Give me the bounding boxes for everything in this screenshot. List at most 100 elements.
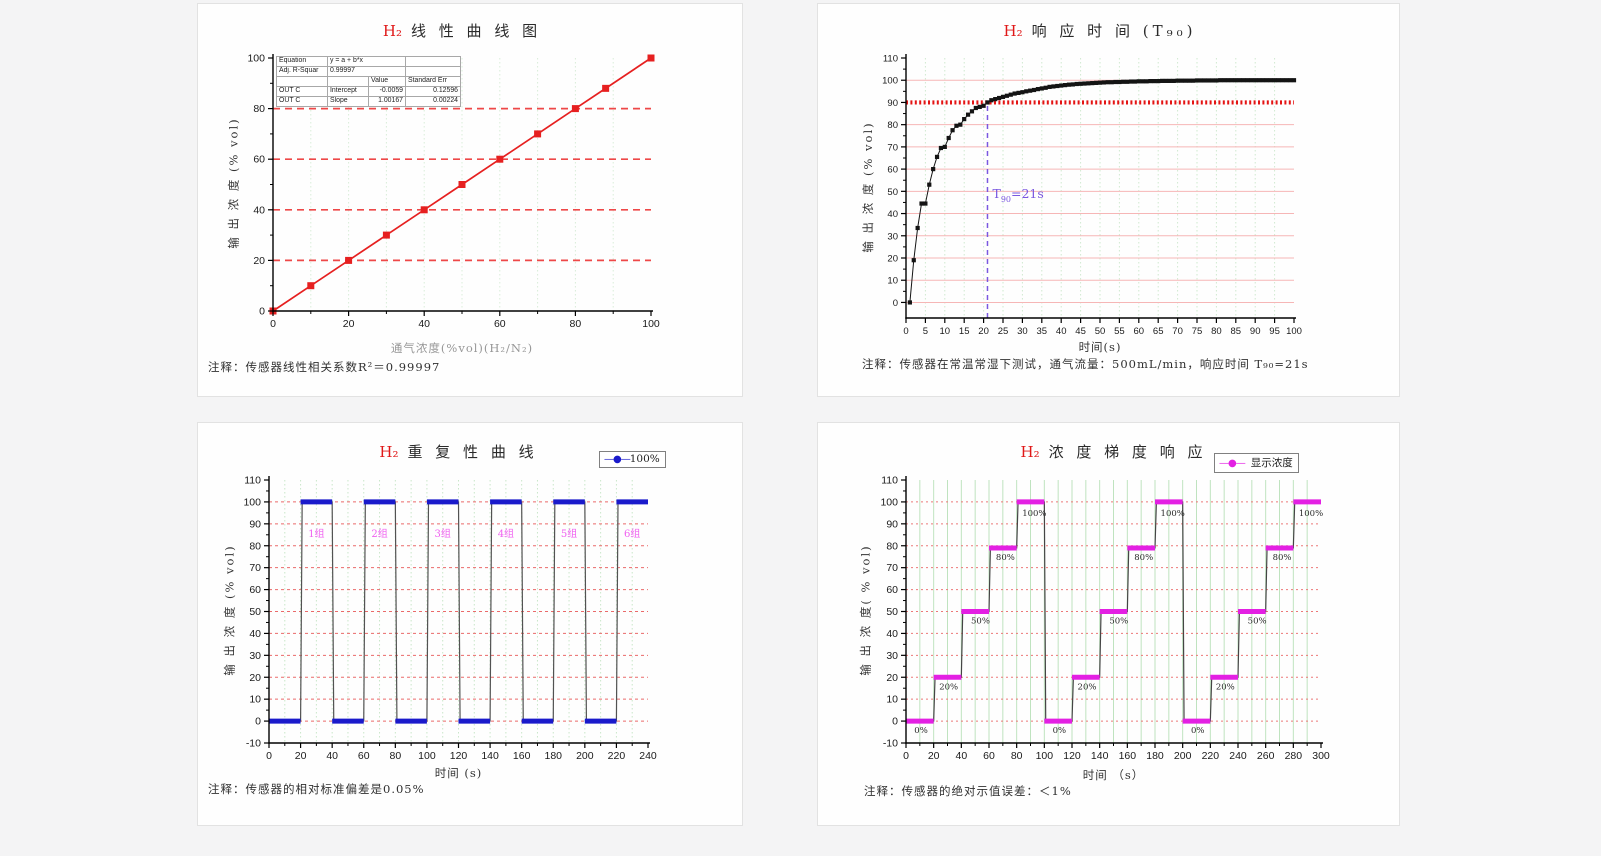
fit-table-cell [276,76,328,87]
x-tick-label: 100 [642,318,660,330]
x-tick-label: 240 [1229,750,1247,762]
series-marker [1039,86,1044,91]
series-marker [915,225,920,231]
fit-table-cell: Slope [327,96,369,107]
plot-label: 2组 [371,527,387,540]
series-marker [1245,78,1250,83]
series-marker [1156,79,1161,84]
series-marker [1121,79,1126,84]
x-tick-label: 40 [418,318,430,330]
series-marker [420,206,428,214]
x-tick-label: 20 [295,750,307,762]
series-marker [1284,78,1289,83]
series-marker [382,231,390,239]
series-marker [919,201,924,206]
y-tick-label: 100 [880,496,898,508]
fit-table-cell [405,56,461,67]
plot-label: 0% [1191,726,1205,736]
plot-label: 100% [1022,509,1046,519]
x-tick-label: 0 [270,318,276,330]
x-tick-label: 80 [1211,326,1222,337]
plot-label: 80% [996,553,1015,563]
series-marker [1012,91,1017,96]
y-tick-label: 30 [887,231,898,242]
series-marker [1086,81,1091,86]
x-tick-label: 140 [1091,750,1109,762]
series-marker [1008,92,1013,97]
y-tick-label: 70 [887,142,898,153]
plot-label: 100% [1161,509,1185,519]
series-marker [1028,88,1033,93]
x-tick-label: 240 [639,750,657,762]
repeatability-plot: 1组 2组 3组 4组 5组 6组0 20 40 60 80 100 120 140 160 180 200 2… [243,475,657,763]
series-marker [1004,93,1009,98]
y-tick-label: 90 [886,518,898,530]
x-tick-label: 120 [1063,750,1081,762]
series-marker [1229,78,1235,83]
y-tick-label: 10 [249,694,261,706]
y-tick-label: 90 [249,518,261,530]
series-marker [1191,78,1196,83]
series-marker [1210,78,1215,83]
series-marker [993,97,998,102]
y-tick-label: 20 [887,254,898,265]
plot-label: 0% [1053,726,1067,736]
x-tick-label: 70 [1172,326,1183,337]
x-tick-label: 45 [1075,326,1086,337]
plot-label: 4组 [498,527,514,540]
series-marker [1249,78,1254,83]
x-tick-label: 160 [1119,750,1137,762]
y-tick-label: 80 [887,120,898,131]
series-marker [1024,89,1029,94]
series-marker [1144,79,1149,84]
series-marker [962,117,967,122]
series-marker [1082,81,1087,86]
series-marker [973,105,978,111]
series-marker [931,167,936,172]
series-marker [1183,78,1188,83]
x-tick-label: 100 [1286,326,1302,337]
plot-label: 5组 [561,527,577,540]
series-marker [1125,79,1130,84]
series-marker [496,155,504,163]
x-tick-label: 40 [955,750,967,762]
y-tick-label: 50 [887,187,898,198]
y-tick-label: 110 [883,54,898,65]
title-text: 线 性 曲 线 图 [411,22,542,40]
x-tick-label: 80 [1011,750,1023,762]
legend-box: —●—100% [599,451,666,468]
x-axis-label: 时间 （s） [1082,768,1145,782]
fit-table-cell: Adj. R-Squar [276,66,328,77]
series-marker [1101,80,1106,85]
fit-table-cell: 0.12596 [405,86,461,97]
y-axis-label: 输 出 浓 度( % vol) [858,544,873,676]
series-marker [1175,78,1180,83]
plot-label: 20% [939,682,958,692]
plot-label: 6组 [624,527,640,540]
series-marker [1218,78,1223,83]
y-tick-label: 60 [886,584,898,596]
y-axis-label: 输 出 浓 度 (% vol) [861,121,875,253]
legend-line-marker: —●— [1219,458,1246,469]
x-tick-label: 100 [418,750,436,762]
series-marker [1206,78,1211,83]
series-marker [1291,78,1297,83]
legend-box: —●— 显示浓度 [1214,453,1299,473]
series-marker [1062,83,1068,88]
series-marker [1214,78,1219,83]
series-marker [571,105,579,113]
y-tick-label: 40 [886,628,898,640]
y-tick-label: 40 [887,209,898,220]
x-tick-label: 55 [1114,326,1125,337]
plot-label: 50% [1248,617,1267,627]
series-marker [977,104,982,109]
x-tick-label: 30 [1017,326,1028,337]
series-marker [1222,78,1227,83]
fit-table-cell: Intercept [327,86,369,97]
series-marker [1253,78,1258,83]
title-h2-label: H₂ [379,443,399,461]
plot-label: 20% [1216,682,1235,692]
series-marker [1163,78,1169,83]
series-marker [1233,78,1238,83]
plot-label: 100% [1299,509,1323,519]
